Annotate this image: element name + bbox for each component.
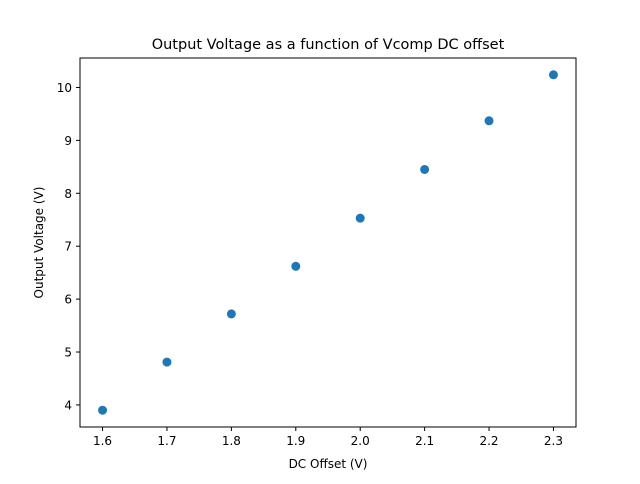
data-point <box>484 116 494 126</box>
data-points <box>98 70 558 415</box>
x-tick-label: 1.8 <box>222 434 241 448</box>
x-tick-label: 2.1 <box>415 434 434 448</box>
x-tick-label: 1.7 <box>157 434 176 448</box>
x-tick-label: 1.6 <box>93 434 112 448</box>
x-axis-ticks: 1.6 1.7 1.8 1.9 2.0 2.1 2.2 2.3 <box>93 427 563 448</box>
data-point <box>98 405 108 415</box>
y-tick-label: 10 <box>57 81 72 95</box>
data-point <box>162 357 172 367</box>
y-axis-ticks: 4 5 6 7 8 9 10 <box>57 81 80 412</box>
data-point <box>420 164 430 174</box>
y-tick-label: 8 <box>64 187 72 201</box>
y-tick-label: 5 <box>64 346 72 360</box>
y-tick-label: 6 <box>64 293 72 307</box>
y-tick-label: 7 <box>64 240 72 254</box>
x-tick-label: 2.2 <box>479 434 498 448</box>
plot-area-frame <box>79 57 577 428</box>
x-tick-label: 1.9 <box>286 434 305 448</box>
x-tick-label: 2.3 <box>544 434 563 448</box>
x-tick-label: 2.0 <box>351 434 370 448</box>
y-tick-label: 4 <box>64 398 72 412</box>
chart-title: Output Voltage as a function of Vcomp DC… <box>152 37 505 53</box>
data-point <box>548 70 558 80</box>
data-point <box>355 213 365 223</box>
x-axis-label: DC Offset (V) <box>289 457 368 471</box>
data-point <box>291 261 301 271</box>
data-point <box>226 309 236 319</box>
y-axis-label: Output Voltage (V) <box>32 187 46 299</box>
y-tick-label: 9 <box>64 134 72 148</box>
